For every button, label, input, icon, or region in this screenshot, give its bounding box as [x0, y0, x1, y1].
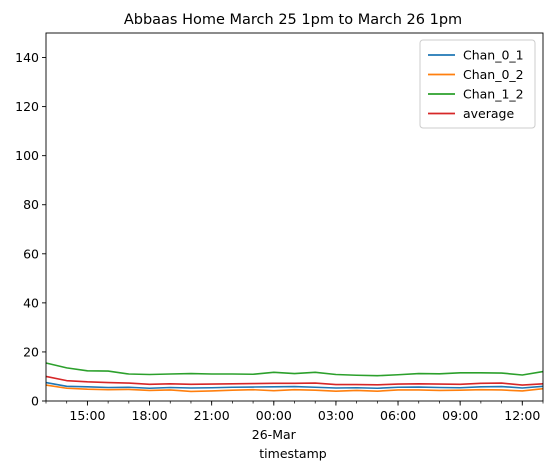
x-axis-label: timestamp: [259, 446, 326, 461]
x-tick-label: 03:00: [318, 408, 354, 423]
legend-label: average: [463, 106, 514, 121]
y-tick-label: 80: [23, 197, 39, 212]
series-line-chan-0-1: [45, 381, 544, 390]
y-tick-label: 100: [15, 148, 39, 163]
chart-title: Abbaas Home March 25 1pm to March 26 1pm: [124, 12, 462, 28]
legend-label: Chan_1_2: [463, 87, 524, 102]
y-tick-label: 20: [23, 344, 39, 359]
series-line-chan-0-2: [45, 384, 544, 393]
y-axis: 0 20 40 60 80 100 120 140: [15, 50, 46, 409]
x-tick-label: 15:00: [69, 408, 105, 423]
x-tick-label: 09:00: [442, 408, 478, 423]
x-tick-label: 00:00: [256, 408, 292, 423]
x-tick-label: 12:00: [504, 408, 540, 423]
y-tick-label: 120: [15, 99, 39, 114]
series-line-average: [45, 375, 544, 386]
legend-label: Chan_0_1: [463, 48, 524, 63]
legend-box: [419, 39, 536, 129]
legend-label: Chan_0_2: [463, 67, 524, 82]
y-tick-label: 40: [23, 295, 39, 310]
x-tick-label: 18:00: [132, 408, 168, 423]
x-tick-label: 06:00: [380, 408, 416, 423]
y-tick-label: 0: [31, 394, 39, 409]
x-tick-label: 21:00: [194, 408, 230, 423]
series-line-chan-1-2: [45, 362, 544, 377]
y-tick-label: 140: [15, 50, 39, 65]
y-tick-label: 60: [23, 246, 39, 261]
x-tick-sublabel: 26-Mar: [252, 427, 297, 442]
x-axis: 15:00 18:00 21:00 00:00 26-Mar 03:00 06:00 09:0…: [45, 401, 544, 442]
